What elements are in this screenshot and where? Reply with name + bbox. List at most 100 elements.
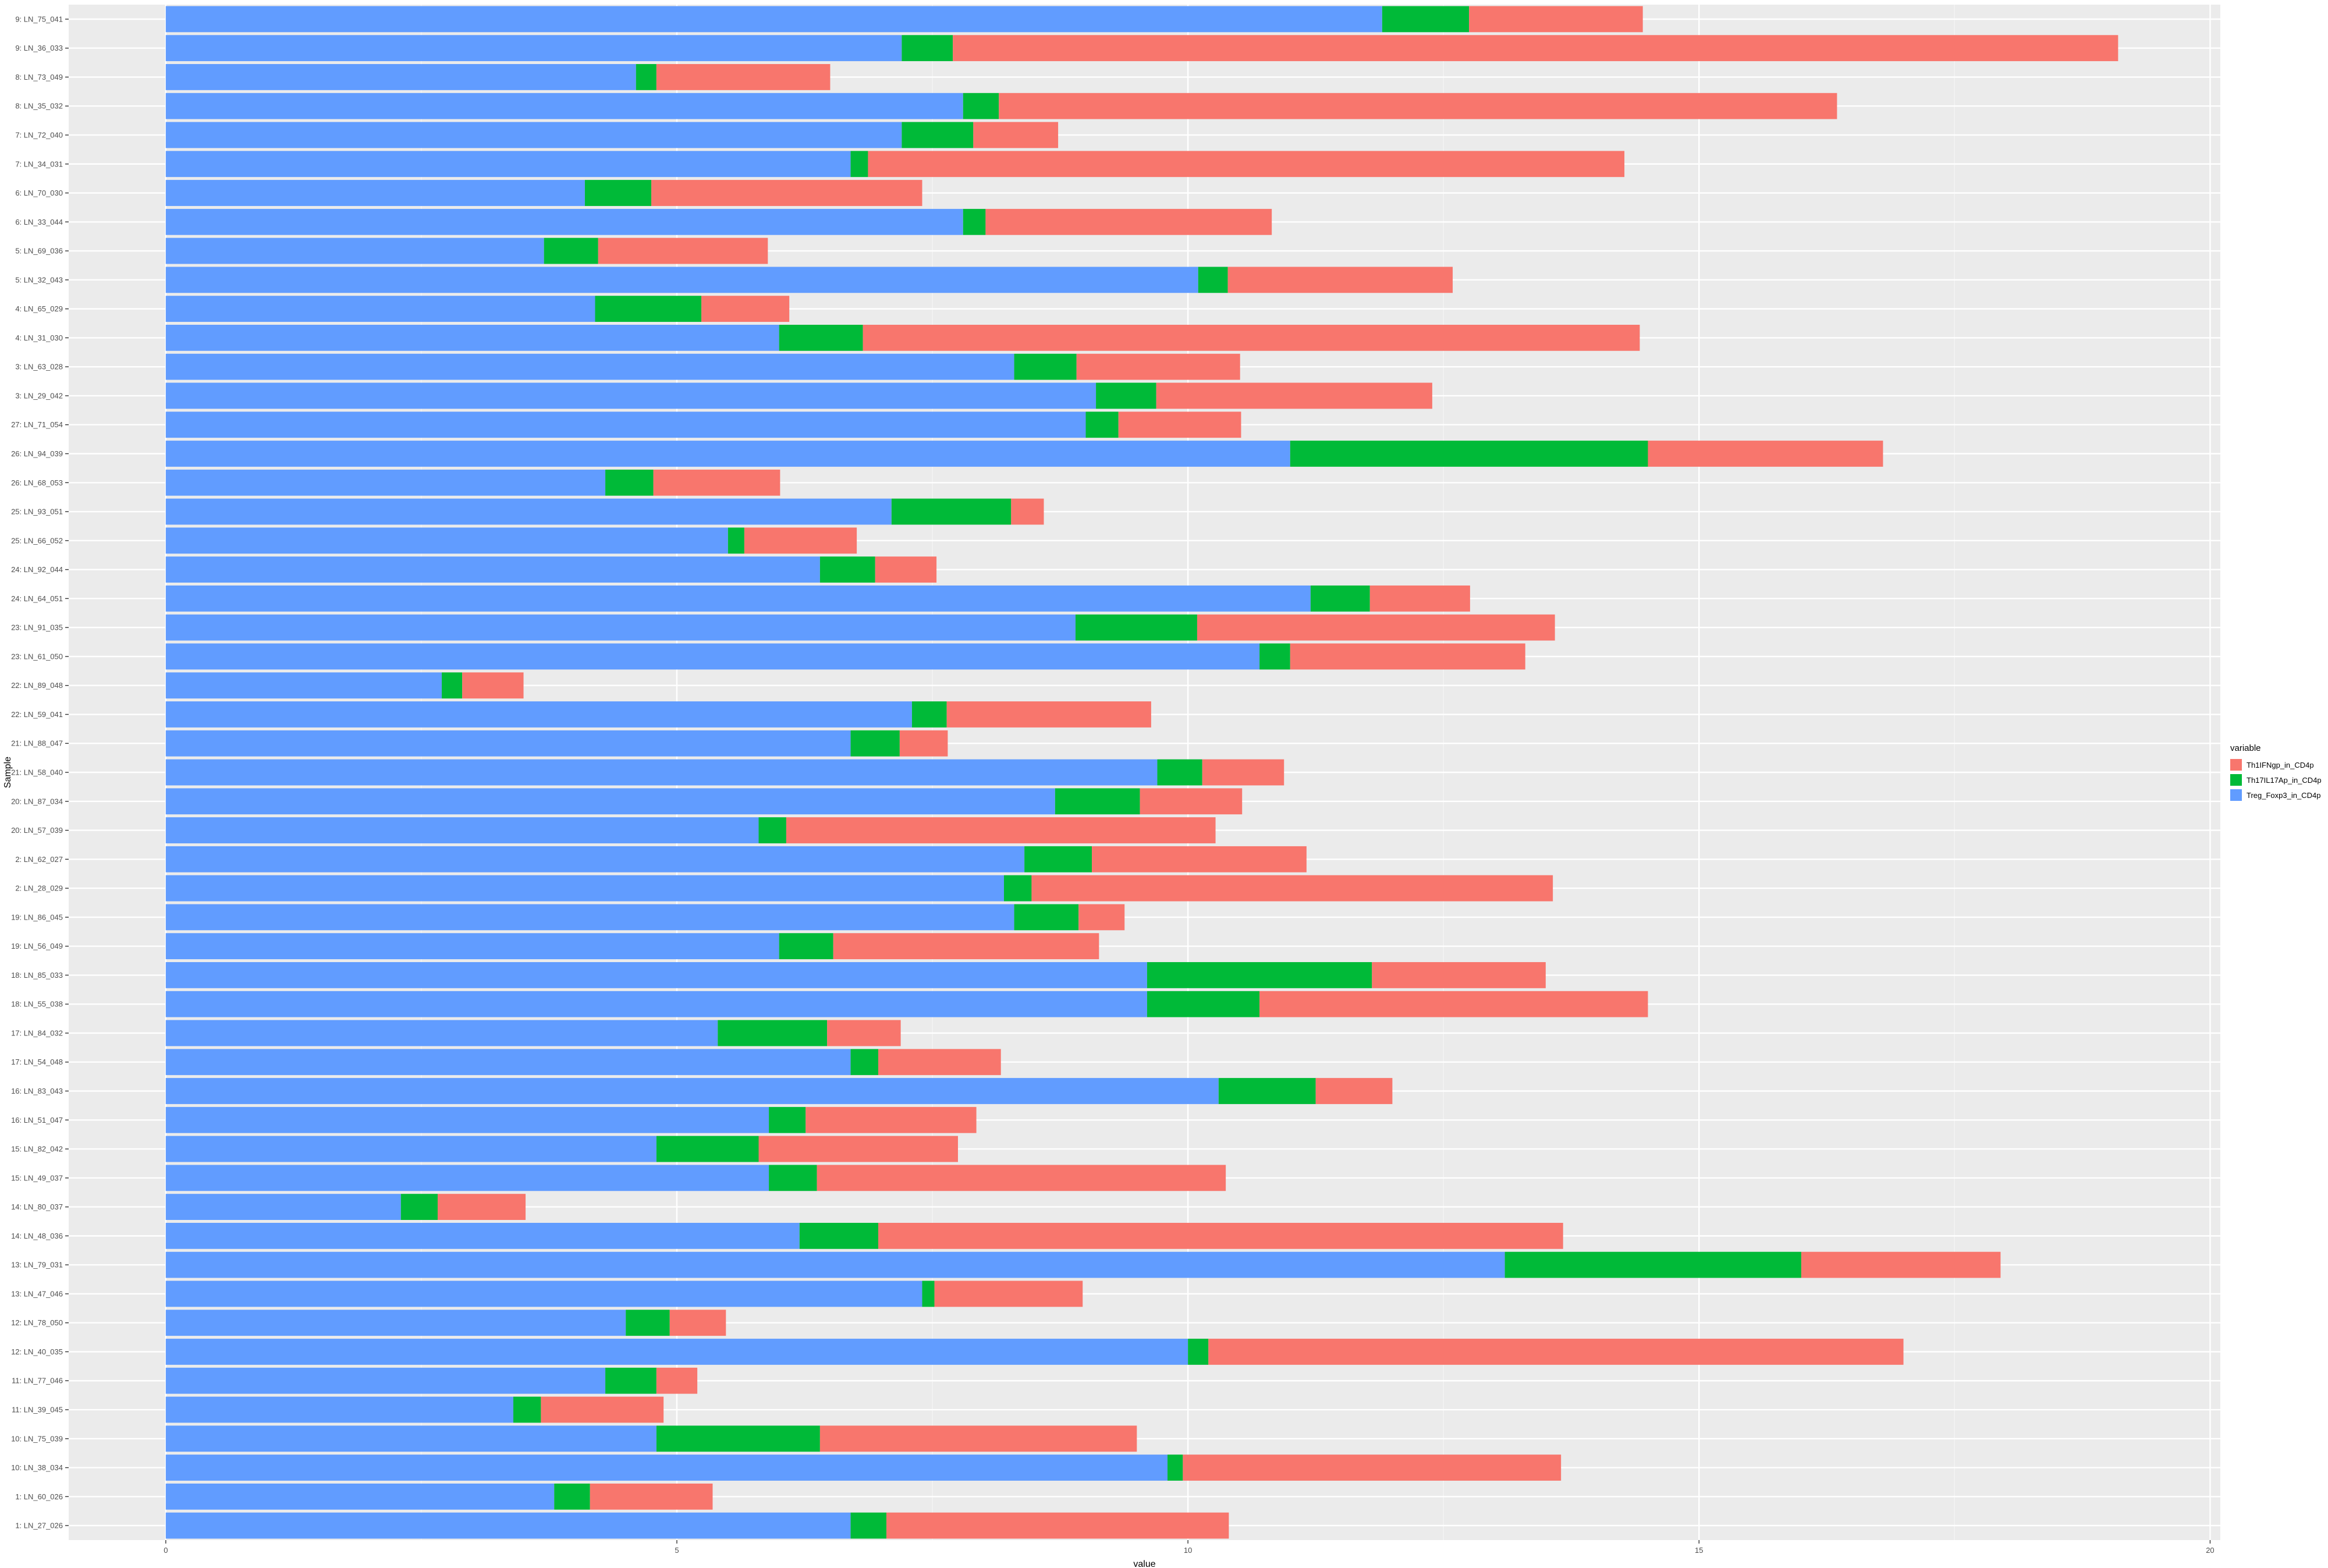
bar-segment-th1ifngp-in-cd4p: [1140, 788, 1243, 815]
bar-segment-th17il17ap-in-cd4p: [605, 469, 654, 496]
bar-segment-treg-foxp3-in-cd4p: [165, 1049, 851, 1076]
bar-segment-treg-foxp3-in-cd4p: [165, 1194, 401, 1221]
legend-key-th1: [2230, 759, 2242, 771]
bar-segment-th1ifngp-in-cd4p: [786, 817, 1216, 843]
y-tick-label: 21: LN_58_040: [11, 768, 63, 777]
y-tick-label: 5: LN_69_036: [15, 247, 63, 256]
bar-segment-th17il17ap-in-cd4p: [513, 1396, 541, 1423]
bar-segment-th17il17ap-in-cd4p: [728, 527, 744, 554]
bar-segment-th17il17ap-in-cd4p: [1259, 643, 1290, 670]
y-tick-label: 4: LN_31_030: [15, 334, 63, 342]
bar-segment-treg-foxp3-in-cd4p: [165, 1455, 1168, 1481]
bar-segment-treg-foxp3-in-cd4p: [165, 904, 1014, 931]
y-tick-label: 16: LN_51_047: [11, 1116, 63, 1124]
bar-segment-th1ifngp-in-cd4p: [1372, 962, 1546, 988]
y-axis: 1: LN_27_026 1: LN_60_026 10: LN_38_034 10:…: [11, 15, 69, 1530]
bar-segment-th1ifngp-in-cd4p: [1078, 904, 1125, 931]
bar-segment-th1ifngp-in-cd4p: [878, 1049, 1001, 1076]
y-tick-label: 24: LN_64_051: [11, 594, 63, 603]
bar-segment-th17il17ap-in-cd4p: [1290, 441, 1648, 467]
bar-segment-th17il17ap-in-cd4p: [1167, 1455, 1183, 1481]
y-tick-label: 10: LN_75_039: [11, 1434, 63, 1443]
x-axis-title: value: [1133, 1559, 1155, 1568]
bar-segment-treg-foxp3-in-cd4p: [165, 208, 963, 235]
bar-segment-treg-foxp3-in-cd4p: [165, 962, 1147, 988]
bar-segment-th17il17ap-in-cd4p: [911, 701, 947, 728]
bar-segment-th1ifngp-in-cd4p: [701, 296, 790, 322]
bar-segment-th1ifngp-in-cd4p: [1156, 382, 1432, 409]
bar-segment-treg-foxp3-in-cd4p: [165, 122, 902, 148]
y-tick-label: 25: LN_93_051: [11, 508, 63, 516]
bar-segment-th1ifngp-in-cd4p: [1259, 991, 1648, 1017]
bar-segment-th1ifngp-in-cd4p: [656, 1367, 698, 1394]
bar-segment-th1ifngp-in-cd4p: [819, 1425, 1137, 1452]
bar-segment-th1ifngp-in-cd4p: [541, 1396, 664, 1423]
bar-segment-th17il17ap-in-cd4p: [626, 1310, 670, 1336]
bar-segment-treg-foxp3-in-cd4p: [165, 1136, 656, 1162]
x-tick-label: 5: [675, 1546, 679, 1555]
bar-segment-th1ifngp-in-cd4p: [1315, 1078, 1393, 1104]
bar-segment-th1ifngp-in-cd4p: [462, 672, 524, 699]
y-tick-label: 18: LN_55_038: [11, 1000, 63, 1009]
bar-segment-th17il17ap-in-cd4p: [922, 1280, 935, 1307]
bar-segment-th17il17ap-in-cd4p: [779, 324, 863, 351]
bar-segment-th17il17ap-in-cd4p: [400, 1194, 438, 1221]
bar-segment-treg-foxp3-in-cd4p: [165, 296, 595, 322]
y-tick-label: 20: LN_57_039: [11, 826, 63, 835]
bar-segment-th1ifngp-in-cd4p: [934, 1280, 1083, 1307]
y-tick-label: 27: LN_71_054: [11, 420, 63, 429]
x-tick-label: 0: [164, 1546, 168, 1555]
bar-segment-th17il17ap-in-cd4p: [442, 672, 463, 699]
bar-segment-th1ifngp-in-cd4p: [1208, 1339, 1904, 1365]
bar-segment-treg-foxp3-in-cd4p: [165, 441, 1290, 467]
bar-segment-th1ifngp-in-cd4p: [1118, 411, 1241, 438]
bar-segment-th17il17ap-in-cd4p: [963, 208, 986, 235]
y-tick-label: 4: LN_65_029: [15, 304, 63, 313]
bar-segment-th17il17ap-in-cd4p: [1198, 267, 1228, 293]
y-tick-label: 5: LN_32_043: [15, 275, 63, 284]
y-tick-label: 14: LN_80_037: [11, 1202, 63, 1211]
bar-segment-treg-foxp3-in-cd4p: [165, 180, 585, 206]
y-tick-label: 15: LN_49_037: [11, 1173, 63, 1182]
bar-segment-th17il17ap-in-cd4p: [1310, 585, 1370, 612]
bar-segment-th1ifngp-in-cd4p: [1011, 498, 1044, 525]
bar-segment-th1ifngp-in-cd4p: [1183, 1455, 1562, 1481]
bar-segment-treg-foxp3-in-cd4p: [165, 1222, 800, 1249]
y-tick-label: 2: LN_62_027: [15, 855, 63, 864]
legend-label-th1: Th1IFNgp_in_CD4p: [2247, 761, 2314, 769]
bar-segment-th17il17ap-in-cd4p: [1024, 846, 1092, 872]
y-tick-label: 7: LN_34_031: [15, 159, 63, 168]
y-tick-label: 3: LN_29_042: [15, 391, 63, 400]
bar-segment-th1ifngp-in-cd4p: [1369, 585, 1470, 612]
bar-segment-th17il17ap-in-cd4p: [819, 556, 875, 583]
bar-segment-th1ifngp-in-cd4p: [1469, 6, 1643, 33]
bar-segment-th17il17ap-in-cd4p: [779, 933, 833, 960]
bar-segment-th1ifngp-in-cd4p: [805, 1106, 977, 1133]
bar-segment-treg-foxp3-in-cd4p: [165, 875, 1005, 902]
bar-segment-treg-foxp3-in-cd4p: [165, 498, 892, 525]
bar-segment-treg-foxp3-in-cd4p: [165, 237, 544, 264]
bar-segment-th17il17ap-in-cd4p: [891, 498, 1012, 525]
bar-segment-th17il17ap-in-cd4p: [758, 817, 786, 843]
bar-segment-treg-foxp3-in-cd4p: [165, 1078, 1219, 1104]
bar-segment-treg-foxp3-in-cd4p: [165, 411, 1086, 438]
y-tick-label: 11: LN_39_045: [12, 1406, 63, 1414]
bar-segment-th17il17ap-in-cd4p: [850, 1049, 878, 1076]
bar-segment-th17il17ap-in-cd4p: [850, 730, 900, 757]
y-tick-label: 7: LN_72_040: [15, 130, 63, 139]
y-tick-label: 14: LN_48_036: [11, 1232, 63, 1240]
bar-segment-treg-foxp3-in-cd4p: [165, 1425, 656, 1452]
y-tick-label: 9: LN_36_033: [15, 44, 63, 52]
bar-segment-th1ifngp-in-cd4p: [953, 35, 2118, 62]
bar-segment-th17il17ap-in-cd4p: [850, 1512, 887, 1539]
bar-segment-treg-foxp3-in-cd4p: [165, 35, 902, 62]
bar-segment-treg-foxp3-in-cd4p: [165, 151, 851, 178]
bar-segment-th17il17ap-in-cd4p: [1218, 1078, 1316, 1104]
y-tick-label: 11: LN_77_046: [12, 1377, 63, 1385]
bar-segment-th1ifngp-in-cd4p: [1092, 846, 1307, 872]
bar-segment-th17il17ap-in-cd4p: [902, 122, 974, 148]
bar-segment-th17il17ap-in-cd4p: [1014, 353, 1077, 380]
y-tick-label: 6: LN_70_030: [15, 189, 63, 197]
bar-segment-th1ifngp-in-cd4p: [1202, 759, 1284, 786]
bar-segment-treg-foxp3-in-cd4p: [165, 846, 1025, 872]
